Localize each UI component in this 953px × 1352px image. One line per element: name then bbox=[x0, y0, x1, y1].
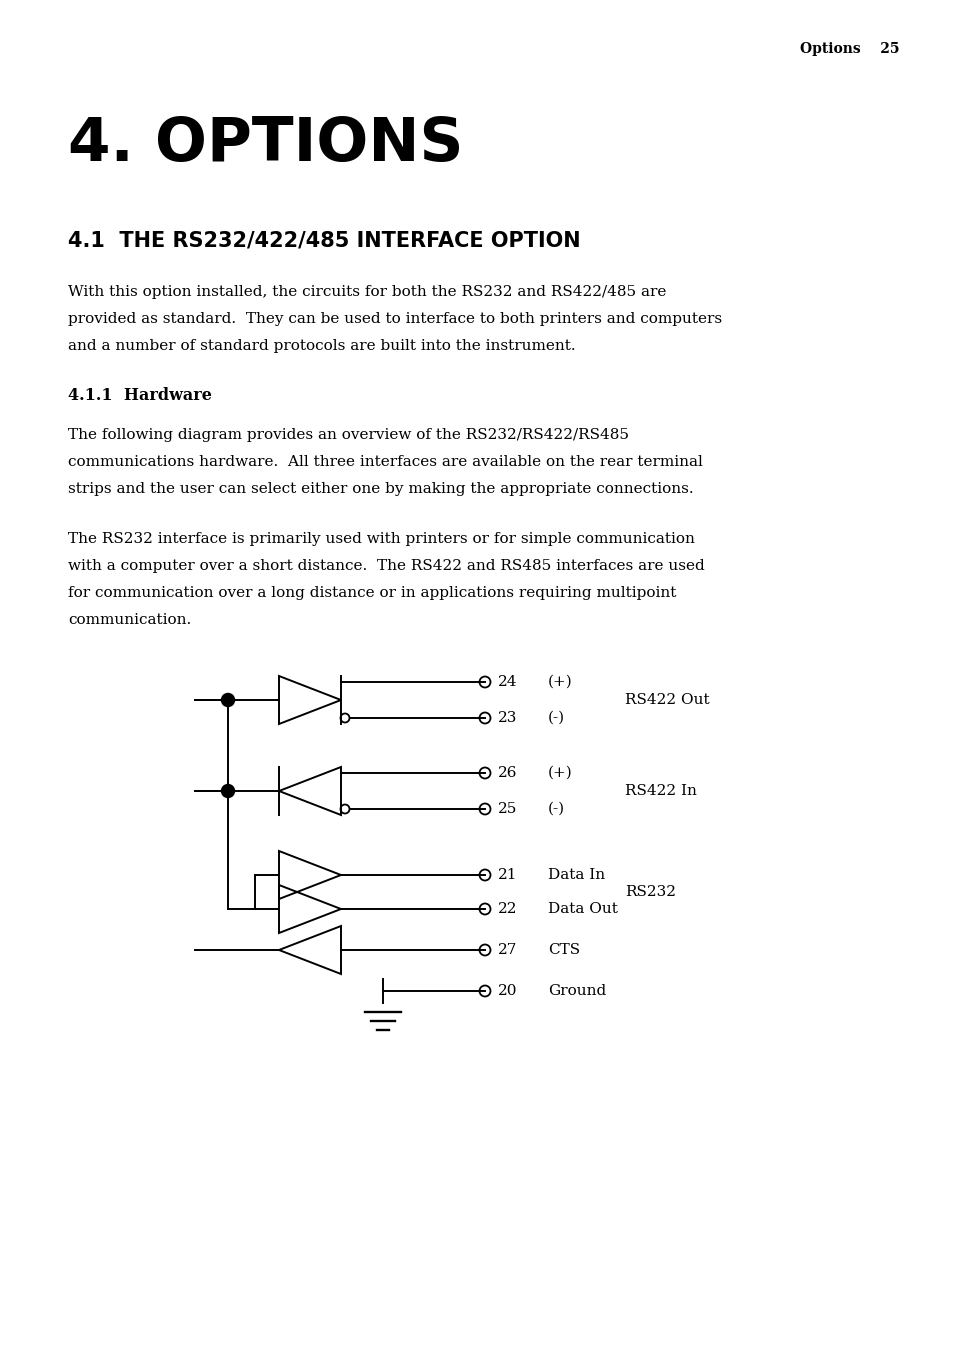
Text: 24: 24 bbox=[497, 675, 517, 690]
Text: 4.1  THE RS232/422/485 INTERFACE OPTION: 4.1 THE RS232/422/485 INTERFACE OPTION bbox=[68, 230, 580, 250]
Text: The RS232 interface is primarily used with printers or for simple communication: The RS232 interface is primarily used wi… bbox=[68, 531, 694, 546]
Text: CTS: CTS bbox=[547, 942, 579, 957]
Circle shape bbox=[221, 694, 234, 707]
Text: (-): (-) bbox=[547, 802, 564, 817]
Text: Options    25: Options 25 bbox=[800, 42, 899, 55]
Text: RS422 In: RS422 In bbox=[624, 784, 696, 798]
Text: (+): (+) bbox=[547, 767, 572, 780]
Text: 27: 27 bbox=[497, 942, 517, 957]
Text: 21: 21 bbox=[497, 868, 517, 882]
Text: 25: 25 bbox=[497, 802, 517, 817]
Text: 4. OPTIONS: 4. OPTIONS bbox=[68, 115, 463, 174]
Text: 20: 20 bbox=[497, 984, 517, 998]
Text: 26: 26 bbox=[497, 767, 517, 780]
Text: 22: 22 bbox=[497, 902, 517, 917]
Circle shape bbox=[221, 784, 234, 798]
Text: communications hardware.  All three interfaces are available on the rear termina: communications hardware. All three inter… bbox=[68, 456, 702, 469]
Text: (-): (-) bbox=[547, 711, 564, 725]
Text: With this option installed, the circuits for both the RS232 and RS422/485 are: With this option installed, the circuits… bbox=[68, 285, 666, 299]
Text: Ground: Ground bbox=[547, 984, 605, 998]
Text: and a number of standard protocols are built into the instrument.: and a number of standard protocols are b… bbox=[68, 339, 575, 353]
Text: RS422 Out: RS422 Out bbox=[624, 694, 709, 707]
Text: communication.: communication. bbox=[68, 612, 191, 627]
Text: (+): (+) bbox=[547, 675, 572, 690]
Text: for communication over a long distance or in applications requiring multipoint: for communication over a long distance o… bbox=[68, 585, 676, 600]
Text: Data Out: Data Out bbox=[547, 902, 618, 917]
Text: strips and the user can select either one by making the appropriate connections.: strips and the user can select either on… bbox=[68, 483, 693, 496]
Text: provided as standard.  They can be used to interface to both printers and comput: provided as standard. They can be used t… bbox=[68, 312, 721, 326]
Text: 4.1.1  Hardware: 4.1.1 Hardware bbox=[68, 387, 212, 404]
Text: The following diagram provides an overview of the RS232/RS422/RS485: The following diagram provides an overvi… bbox=[68, 429, 628, 442]
Text: 23: 23 bbox=[497, 711, 517, 725]
Text: Data In: Data In bbox=[547, 868, 604, 882]
Text: with a computer over a short distance.  The RS422 and RS485 interfaces are used: with a computer over a short distance. T… bbox=[68, 558, 704, 573]
Text: RS232: RS232 bbox=[624, 886, 676, 899]
